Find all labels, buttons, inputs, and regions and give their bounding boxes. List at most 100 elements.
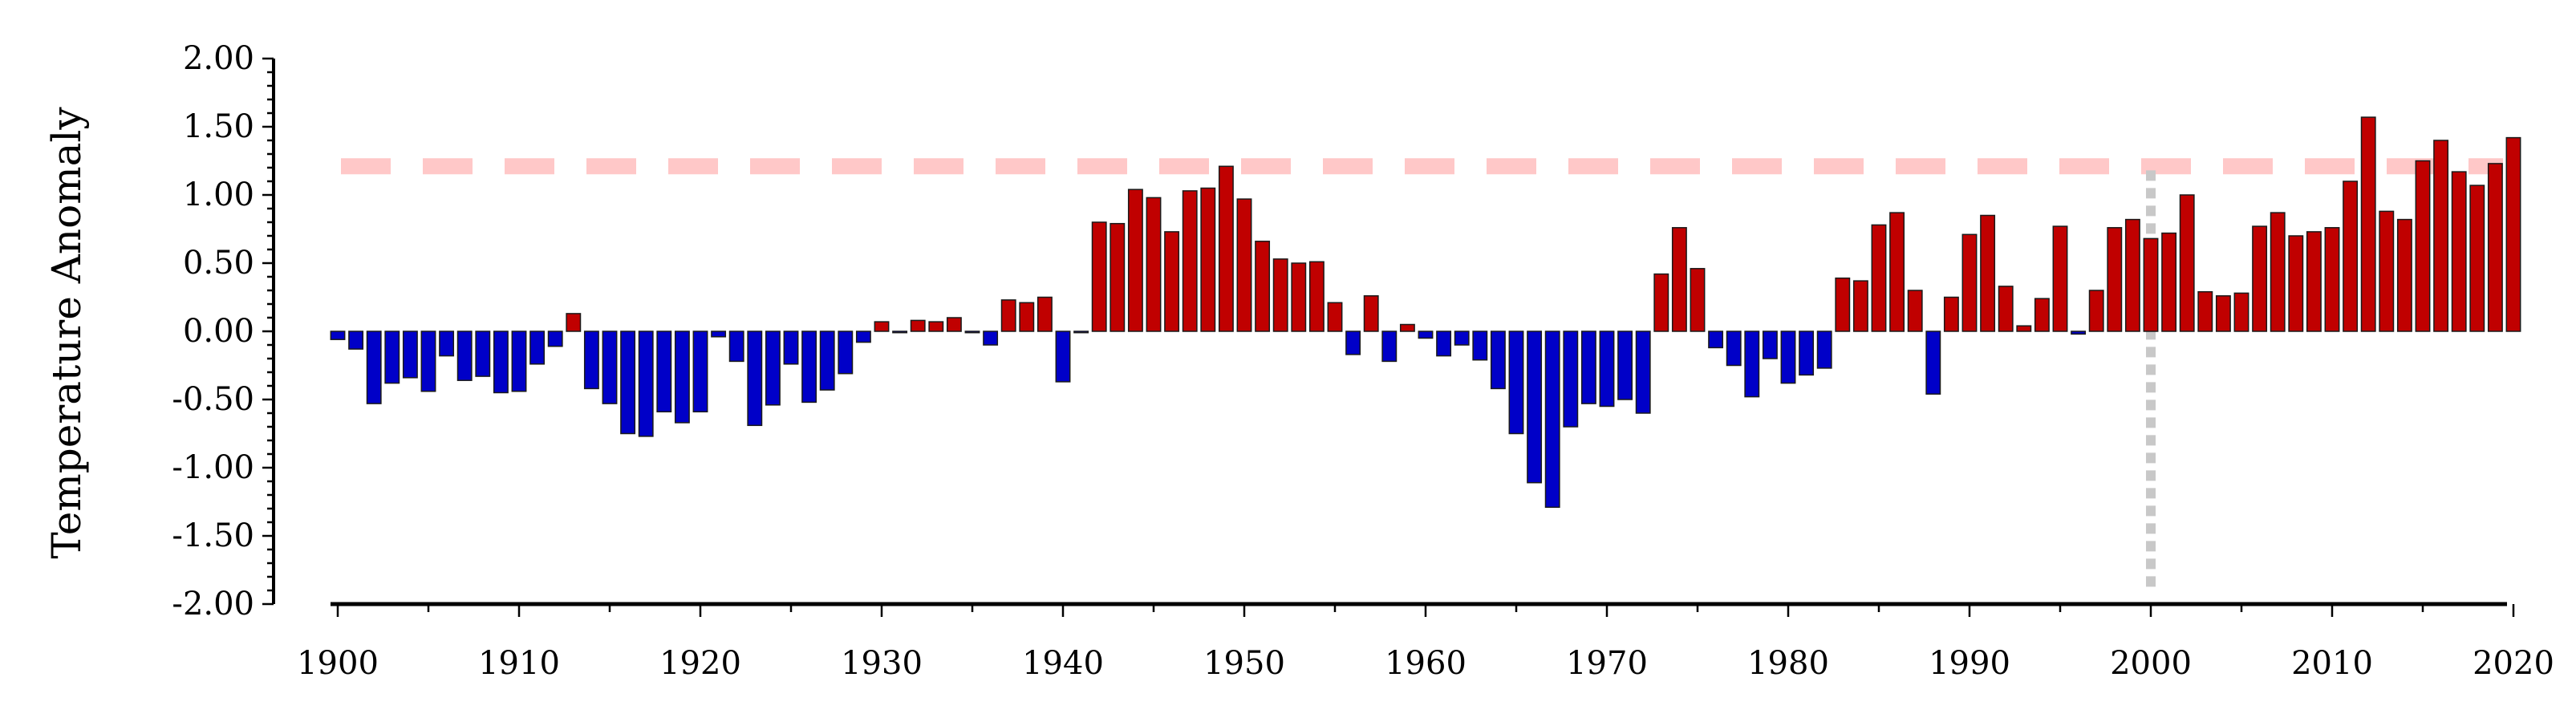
bar-1979 (1762, 331, 1778, 359)
x-tick-label: 1990 (1929, 645, 2010, 682)
bar-1981 (1799, 331, 1815, 376)
bar-1941 (1073, 331, 1089, 334)
bar-1986 (1889, 212, 1905, 332)
bar-2012 (2360, 116, 2376, 332)
bar-1952 (1272, 258, 1288, 332)
bar-1902 (366, 331, 382, 404)
bar-1996 (2071, 331, 2087, 335)
bar-2013 (2379, 210, 2395, 332)
bar-1916 (620, 331, 636, 435)
bar-1929 (855, 331, 871, 343)
bar-1967 (1544, 331, 1560, 509)
bar-1946 (1164, 231, 1180, 332)
bar-1945 (1146, 197, 1162, 332)
axes: 2.00 1.50 1.00 0.50 0.00 -0.50 -1.00 -1.50 -2.00… (172, 40, 2554, 682)
bar-1956 (1345, 331, 1361, 355)
bar-1934 (946, 317, 962, 332)
bar-1901 (348, 331, 364, 350)
x-tick-label: 1960 (1385, 645, 1466, 682)
x-tick-label: 1940 (1022, 645, 1104, 682)
bar-1947 (1182, 190, 1198, 332)
bar-1977 (1726, 331, 1742, 367)
bar-2019 (2487, 163, 2503, 332)
bar-1925 (783, 331, 799, 365)
bar-1978 (1744, 331, 1760, 398)
bar-1954 (1308, 261, 1325, 332)
bar-1915 (602, 331, 618, 404)
x-tick-label: 1920 (659, 645, 741, 682)
bar-1959 (1399, 323, 1415, 332)
bar-1938 (1019, 302, 1035, 332)
bar-1940 (1055, 331, 1071, 383)
bar-1972 (1635, 331, 1651, 414)
bar-1991 (1980, 214, 1996, 332)
bar-1957 (1363, 295, 1379, 332)
bar-1998 (2107, 227, 2123, 332)
bar-1976 (1708, 331, 1724, 349)
bar-1971 (1617, 331, 1633, 400)
bar-1943 (1110, 222, 1126, 332)
y-tick-label: -2.00 (172, 586, 254, 623)
bar-1942 (1091, 221, 1107, 332)
bar-2014 (2396, 218, 2412, 332)
bar-1974 (1671, 227, 1687, 332)
bar-1911 (529, 331, 546, 365)
bar-1961 (1436, 331, 1452, 357)
bar-1906 (439, 331, 455, 357)
bar-2020 (2505, 136, 2521, 332)
bar-1987 (1907, 290, 1923, 332)
bar-2005 (2233, 292, 2249, 332)
y-tick-label: 2.00 (183, 40, 254, 77)
bar-1939 (1036, 296, 1053, 332)
x-tick-label: 1910 (478, 645, 560, 682)
y-tick-label: -1.00 (172, 449, 254, 486)
bar-1926 (801, 331, 817, 404)
bar-1962 (1454, 331, 1470, 346)
bar-1932 (910, 319, 926, 332)
bar-1983 (1835, 277, 1851, 332)
x-tick-label: 1980 (1747, 645, 1829, 682)
bar-1904 (402, 331, 418, 379)
bar-1918 (656, 331, 672, 413)
bar-1951 (1255, 241, 1271, 332)
y-tick-label: 1.00 (183, 176, 254, 213)
bar-1955 (1327, 302, 1343, 332)
bar-1985 (1871, 224, 1887, 332)
bar-1936 (983, 331, 999, 346)
bar-1999 (2124, 218, 2140, 332)
bar-2006 (2252, 225, 2268, 332)
bar-1973 (1653, 273, 1669, 332)
bar-1994 (2034, 298, 2050, 332)
bar-2018 (2469, 185, 2485, 332)
bar-2002 (2179, 194, 2195, 332)
bar-1964 (1490, 331, 1506, 390)
bar-1953 (1291, 262, 1307, 332)
bar-1920 (692, 331, 708, 413)
bar-1919 (674, 331, 690, 424)
bar-1958 (1381, 331, 1398, 363)
bar-1944 (1127, 189, 1143, 332)
bar-1931 (892, 331, 908, 334)
bar-1908 (475, 331, 491, 377)
bar-1966 (1527, 331, 1543, 484)
bar-1989 (1943, 296, 1959, 332)
reference-lines (341, 158, 2503, 594)
y-tick-label: -1.50 (172, 517, 254, 554)
bar-1969 (1580, 331, 1596, 404)
bar-2010 (2324, 227, 2340, 332)
bar-1993 (2016, 325, 2032, 332)
bar-1968 (1563, 331, 1579, 428)
bar-1905 (420, 331, 436, 392)
bar-1960 (1418, 331, 1434, 339)
bar-1907 (456, 331, 473, 381)
y-tick-label: 0.50 (183, 245, 254, 282)
bar-1980 (1780, 331, 1796, 384)
bar-1923 (747, 331, 763, 427)
bar-1914 (583, 331, 599, 390)
y-axis-title: Temperature Anomaly (43, 107, 90, 559)
bar-2015 (2415, 160, 2431, 332)
bar-1997 (2088, 290, 2104, 332)
bar-2007 (2270, 212, 2286, 332)
bar-series (330, 116, 2521, 509)
bar-1909 (493, 331, 509, 394)
